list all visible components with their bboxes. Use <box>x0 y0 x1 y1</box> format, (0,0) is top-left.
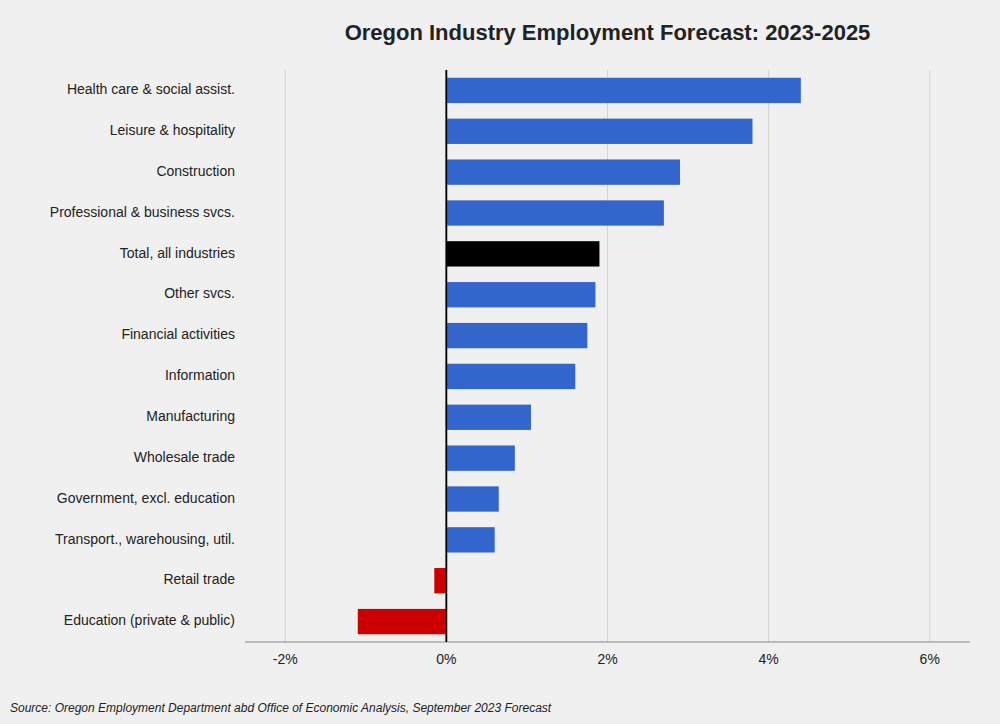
category-label: Retail trade <box>163 571 235 587</box>
bar <box>446 78 800 103</box>
bar <box>446 527 494 552</box>
title: Oregon Industry Employment Forecast: 202… <box>345 20 871 45</box>
bar <box>358 609 447 634</box>
bar <box>446 159 680 184</box>
axis-line <box>245 642 970 643</box>
grid-line <box>607 70 608 642</box>
zero-line <box>446 70 448 642</box>
grid-line <box>768 70 769 642</box>
category-label: Wholesale trade <box>134 449 235 465</box>
bar <box>446 200 664 225</box>
chart-container: Oregon Industry Employment Forecast: 202… <box>0 0 1000 724</box>
bar <box>446 364 575 389</box>
category-label: Government, excl. education <box>57 490 235 506</box>
chart: Oregon Industry Employment Forecast: 202… <box>0 0 1000 724</box>
category-label: Information <box>165 367 235 383</box>
bar <box>446 486 498 511</box>
category-label: Manufacturing <box>146 408 235 424</box>
bar <box>446 119 752 144</box>
bars <box>358 78 801 634</box>
bar <box>446 405 531 430</box>
tick-label: -2% <box>273 651 298 667</box>
bar <box>446 282 595 307</box>
grid <box>285 70 929 642</box>
bar <box>446 445 514 470</box>
category-label: Other svcs. <box>164 285 235 301</box>
grid-line <box>929 70 930 642</box>
zero-line <box>446 70 448 642</box>
grid-line <box>285 70 286 642</box>
source-note: Source: Oregon Employment Department abd… <box>10 701 552 715</box>
tick-label: 0% <box>436 651 456 667</box>
bar <box>446 323 587 348</box>
bar <box>434 568 446 593</box>
tick-label: 6% <box>920 651 940 667</box>
tick-label: 4% <box>758 651 778 667</box>
category-label: Transport., warehousing, util. <box>55 531 235 547</box>
tick-label: 2% <box>597 651 617 667</box>
bar <box>446 241 599 266</box>
category-label: Total, all industries <box>120 245 235 261</box>
category-label: Education (private & public) <box>64 612 235 628</box>
category-label: Leisure & hospitality <box>110 122 235 138</box>
category-label: Financial activities <box>121 326 235 342</box>
category-label: Construction <box>156 163 235 179</box>
category-label: Health care & social assist. <box>67 81 235 97</box>
category-label: Professional & business svcs. <box>50 204 235 220</box>
page: {"chart_data": {"type": "bar", "orientat… <box>0 0 1000 724</box>
